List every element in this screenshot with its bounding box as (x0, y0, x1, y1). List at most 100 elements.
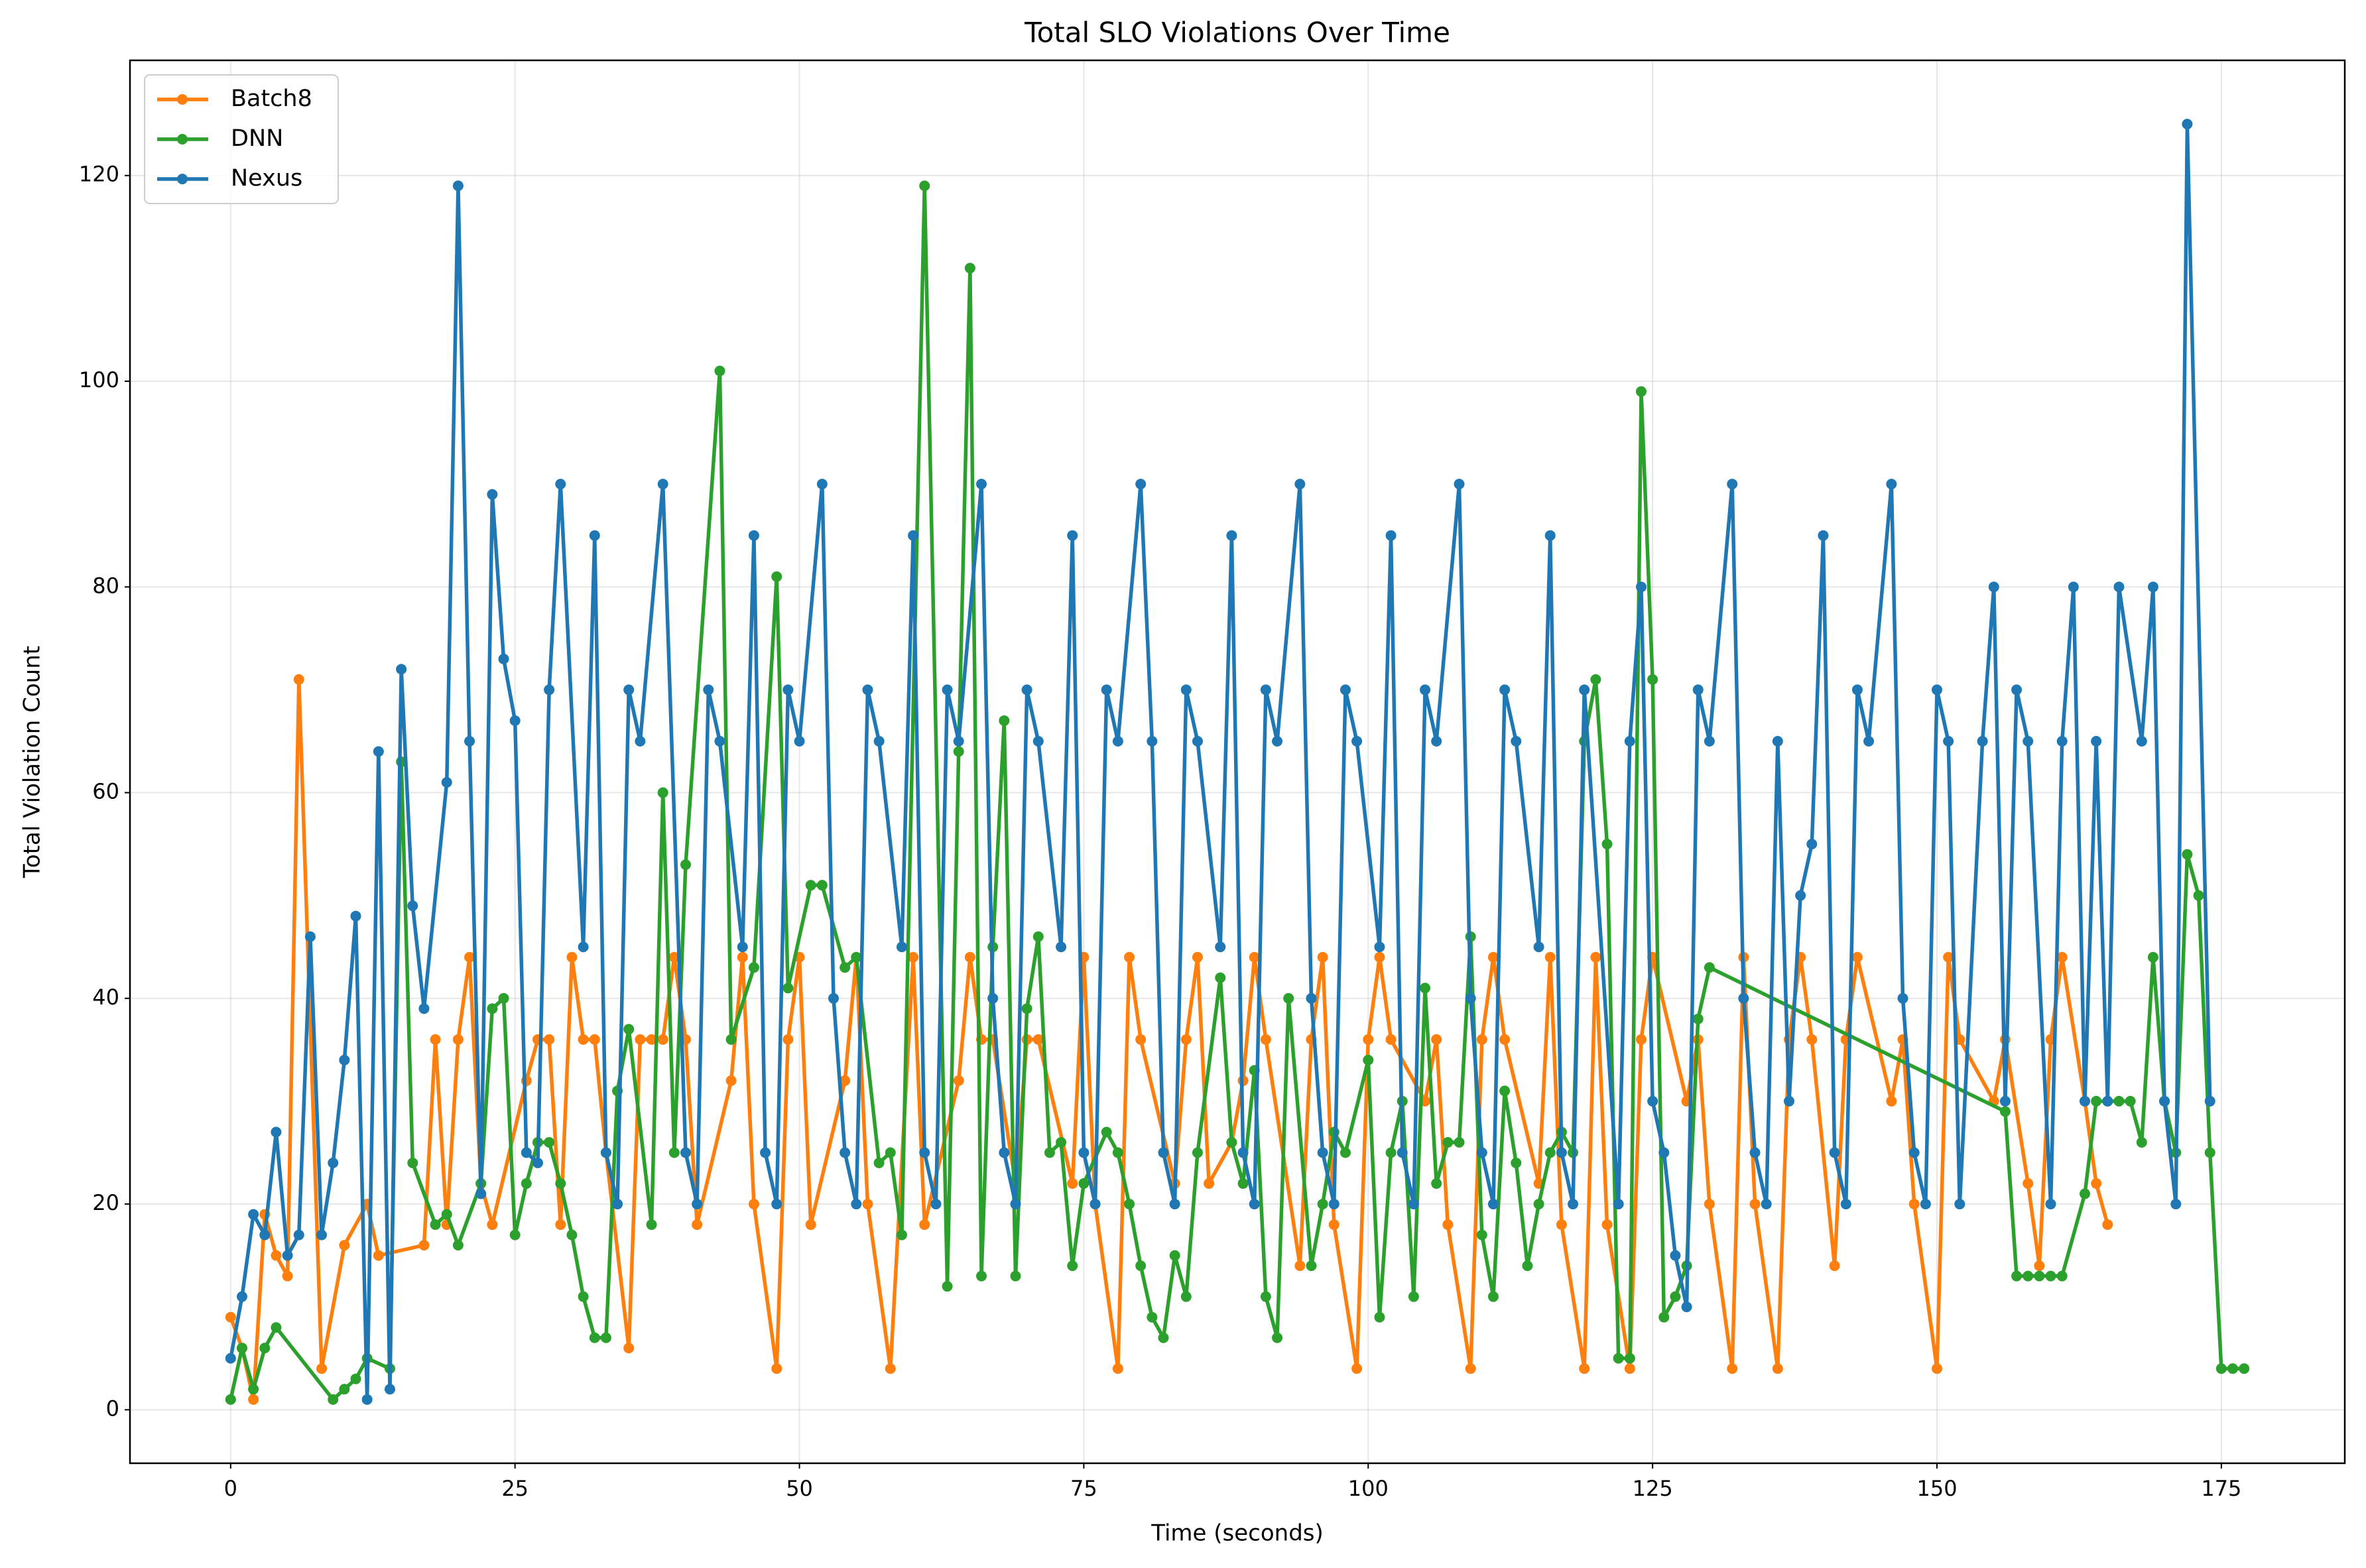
data-point (259, 1229, 271, 1240)
data-point (1920, 1199, 1931, 1210)
x-tick-label: 0 (224, 1476, 237, 1501)
data-point (851, 1199, 862, 1210)
data-point (1932, 1363, 1943, 1374)
legend-marker (177, 94, 188, 105)
data-point (509, 715, 521, 726)
data-point (1124, 951, 1135, 963)
data-point (942, 1281, 953, 1292)
data-point (441, 1209, 452, 1220)
data-point (2056, 951, 2068, 963)
data-point (1090, 1199, 1101, 1210)
data-point (566, 951, 578, 963)
data-point (805, 1219, 816, 1231)
y-tick-label: 20 (92, 1190, 119, 1215)
data-point (1067, 1260, 1078, 1272)
data-point (1851, 684, 1863, 695)
data-point (2023, 735, 2034, 747)
data-point (2080, 1188, 2091, 1199)
data-point (1169, 1199, 1180, 1210)
data-point (248, 1384, 259, 1395)
data-point (1249, 1199, 1260, 1210)
data-point (2023, 1270, 2034, 1282)
data-point (521, 1178, 532, 1189)
data-point (2034, 1260, 2045, 1272)
data-point (1431, 1178, 1442, 1189)
data-point (1101, 1126, 1112, 1138)
data-point (953, 746, 964, 757)
data-point (1237, 1147, 1249, 1158)
data-point (1010, 1199, 1021, 1210)
data-point (953, 735, 964, 747)
data-point (1260, 684, 1271, 695)
data-point (1021, 1003, 1032, 1014)
data-point (1420, 983, 1431, 994)
data-point (271, 1126, 282, 1138)
data-point (2204, 1147, 2215, 1158)
data-point (1169, 1250, 1180, 1261)
data-point (1908, 1147, 1920, 1158)
data-point (1044, 1147, 1055, 1158)
data-point (464, 735, 475, 747)
data-point (1317, 951, 1328, 963)
data-point (1192, 1147, 1203, 1158)
x-tick-label: 150 (1916, 1476, 1957, 1501)
data-point (236, 1343, 247, 1354)
data-point (1818, 530, 1829, 541)
data-point (1522, 1260, 1533, 1272)
data-point (1499, 1085, 1511, 1097)
data-point (703, 684, 714, 695)
data-point (851, 951, 862, 963)
data-point (919, 1147, 930, 1158)
y-axis-label: Total Violation Count (19, 646, 46, 878)
data-point (555, 479, 566, 490)
data-point (816, 880, 828, 891)
data-point (1420, 684, 1431, 695)
data-point (589, 1332, 600, 1343)
data-point (350, 1373, 361, 1384)
data-point (509, 1229, 521, 1240)
data-point (908, 951, 919, 963)
data-point (1056, 941, 1067, 953)
data-point (1306, 993, 1317, 1004)
data-point (771, 1199, 782, 1210)
data-point (1385, 1034, 1397, 1045)
data-point (2045, 1199, 2056, 1210)
data-point (1932, 684, 1943, 695)
data-point (589, 530, 600, 541)
data-point (1032, 1034, 1044, 1045)
data-point (1431, 1034, 1442, 1045)
data-point (737, 941, 748, 953)
data-point (1226, 1136, 1237, 1148)
data-point (840, 1147, 851, 1158)
data-point (612, 1199, 623, 1210)
data-point (964, 951, 975, 963)
data-point (623, 1024, 635, 1035)
data-point (714, 365, 725, 377)
data-point (1692, 684, 1704, 695)
data-point (2068, 581, 2079, 593)
data-point (1180, 1291, 1192, 1302)
data-point (976, 1270, 987, 1282)
data-point (2159, 1095, 2170, 1107)
data-point (1442, 1219, 1454, 1231)
x-tick-label: 25 (501, 1476, 529, 1501)
data-point (1590, 951, 1601, 963)
data-point (2011, 684, 2023, 695)
data-point (1374, 941, 1385, 953)
x-tick-label: 75 (1070, 1476, 1097, 1501)
data-point (373, 1250, 384, 1261)
data-point (2091, 1095, 2102, 1107)
data-point (282, 1250, 293, 1261)
data-point (805, 880, 816, 891)
data-point (692, 1219, 703, 1231)
data-point (646, 1219, 657, 1231)
data-point (1135, 1260, 1147, 1272)
data-point (418, 1240, 430, 1251)
data-point (498, 653, 509, 664)
data-point (748, 530, 759, 541)
data-point (1317, 1147, 1328, 1158)
data-point (840, 962, 851, 973)
data-point (2170, 1199, 2182, 1210)
data-point (1067, 1178, 1078, 1189)
data-point (430, 1034, 441, 1045)
